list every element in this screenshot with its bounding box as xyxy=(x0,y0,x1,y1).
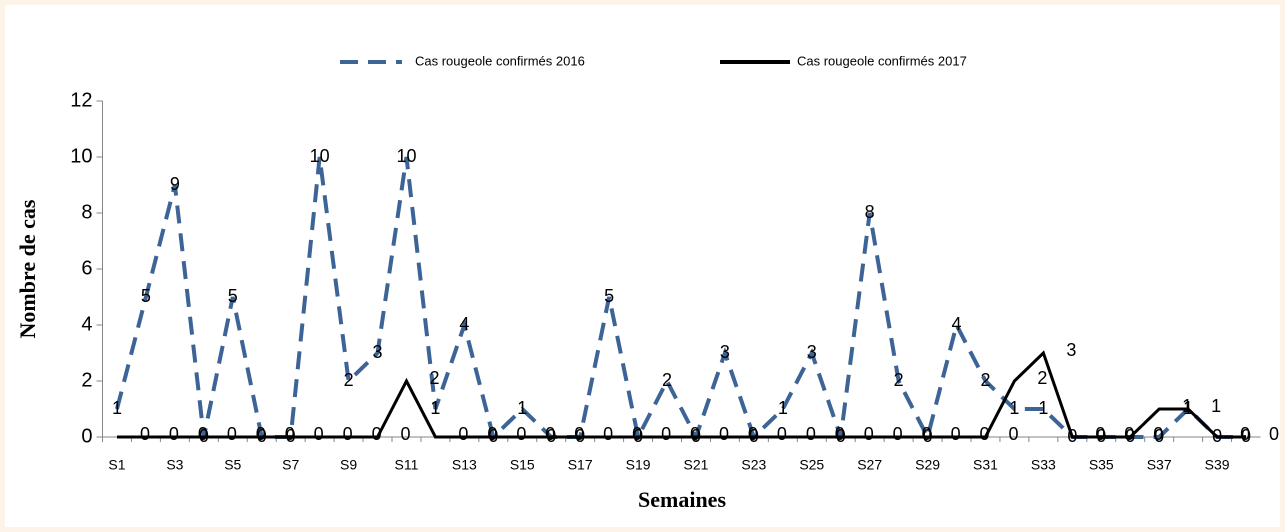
data-label: 0 xyxy=(227,424,237,444)
y-axis-title: Nombre de cas xyxy=(15,199,40,338)
data-label: 5 xyxy=(604,286,614,306)
data-label: 2 xyxy=(662,370,672,390)
x-tick-label: S31 xyxy=(973,457,998,473)
data-label: 2 xyxy=(980,370,990,390)
x-tick-label: S27 xyxy=(857,457,882,473)
data-label: 0 xyxy=(719,424,729,444)
data-label: 2 xyxy=(1037,368,1047,388)
data-label: 0 xyxy=(864,424,874,444)
data-label: 1 xyxy=(1211,396,1221,416)
data-label: 2 xyxy=(429,368,439,388)
data-label: 4 xyxy=(952,314,962,334)
data-label: 9 xyxy=(170,174,180,194)
x-tick-label: S11 xyxy=(395,457,419,473)
data-label: 3 xyxy=(1066,340,1076,360)
data-label: 0 xyxy=(893,424,903,444)
x-tick-label: S15 xyxy=(510,457,535,473)
data-label: 1 xyxy=(112,398,122,418)
series-line xyxy=(115,156,1247,443)
data-label: 0 xyxy=(632,424,642,444)
data-label: 0 xyxy=(401,424,411,444)
data-label: 0 xyxy=(1124,424,1134,444)
data-label: 0 xyxy=(198,424,208,444)
data-label: 10 xyxy=(310,146,330,166)
y-tick-label: 0 xyxy=(81,425,92,447)
data-label: 0 xyxy=(806,424,816,444)
x-tick-label: S25 xyxy=(799,457,824,473)
data-label: 10 xyxy=(396,146,416,166)
data-label: 2 xyxy=(344,370,354,390)
y-tick-label: 4 xyxy=(81,313,92,335)
x-tick-label: S37 xyxy=(1147,457,1172,473)
data-label: 0 xyxy=(1269,424,1279,444)
data-label: 1 xyxy=(517,398,527,418)
data-label: 0 xyxy=(951,424,961,444)
data-label: 0 xyxy=(516,424,526,444)
legend-label: Cas rougeole confirmés 2016 xyxy=(415,53,585,68)
plot-background xyxy=(5,5,1280,527)
data-label: 3 xyxy=(373,342,383,362)
y-tick-label: 8 xyxy=(81,201,92,223)
data-label: 8 xyxy=(865,202,875,222)
data-label: 0 xyxy=(343,424,353,444)
legend-label: Cas rougeole confirmés 2017 xyxy=(797,53,967,68)
data-label: 0 xyxy=(169,424,179,444)
x-tick-label: S23 xyxy=(741,457,766,473)
data-label: 0 xyxy=(835,424,845,444)
data-label: 1 xyxy=(1009,398,1019,418)
data-label: 5 xyxy=(141,286,151,306)
data-label: 0 xyxy=(256,424,266,444)
x-tick-label: S21 xyxy=(684,457,709,473)
data-label: 0 xyxy=(1008,424,1018,444)
x-tick-label: S35 xyxy=(1089,457,1114,473)
data-label: 0 xyxy=(314,424,324,444)
data-label: 0 xyxy=(574,424,584,444)
data-label: 1 xyxy=(1182,396,1192,416)
data-label: 4 xyxy=(459,314,469,334)
data-label: 0 xyxy=(748,424,758,444)
x-tick-label: S17 xyxy=(568,457,593,473)
x-tick-label: S5 xyxy=(224,457,241,473)
x-tick-label: S29 xyxy=(915,457,940,473)
data-label: 0 xyxy=(1153,424,1163,444)
data-label: 0 xyxy=(922,424,932,444)
x-axis-title: Semaines xyxy=(638,487,726,512)
data-label: 1 xyxy=(778,398,788,418)
x-tick-label: S33 xyxy=(1031,457,1056,473)
data-label: 0 xyxy=(545,424,555,444)
x-tick-label: S1 xyxy=(108,457,125,473)
x-tick-label: S13 xyxy=(452,457,477,473)
data-label: 0 xyxy=(603,424,613,444)
data-label: 0 xyxy=(140,424,150,444)
data-label: 0 xyxy=(1154,426,1164,446)
data-label: 0 xyxy=(372,424,382,444)
y-tick-label: 12 xyxy=(70,89,92,111)
x-tick-label: S19 xyxy=(626,457,651,473)
x-tick-label: S39 xyxy=(1205,457,1230,473)
x-tick-label: S7 xyxy=(282,457,299,473)
data-label: 5 xyxy=(228,286,238,306)
data-label: 2 xyxy=(894,370,904,390)
data-label: 0 xyxy=(690,424,700,444)
data-label: 0 xyxy=(1095,424,1105,444)
y-tick-label: 2 xyxy=(81,369,92,391)
data-label: 0 xyxy=(487,424,497,444)
data-label: 0 xyxy=(1240,424,1250,444)
data-label: 3 xyxy=(720,342,730,362)
data-label: 0 xyxy=(980,424,990,444)
data-label: 0 xyxy=(458,424,468,444)
x-tick-label: S9 xyxy=(340,457,357,473)
y-tick-label: 6 xyxy=(81,257,92,279)
y-tick-label: 10 xyxy=(70,145,92,167)
data-label: 1 xyxy=(430,398,440,418)
series-line xyxy=(116,350,1247,439)
data-label: 1 xyxy=(1038,398,1048,418)
data-label: 0 xyxy=(661,424,671,444)
x-tick-label: S3 xyxy=(166,457,183,473)
data-label: 0 xyxy=(777,424,787,444)
data-label: 0 xyxy=(285,424,295,444)
data-label: 3 xyxy=(807,342,817,362)
